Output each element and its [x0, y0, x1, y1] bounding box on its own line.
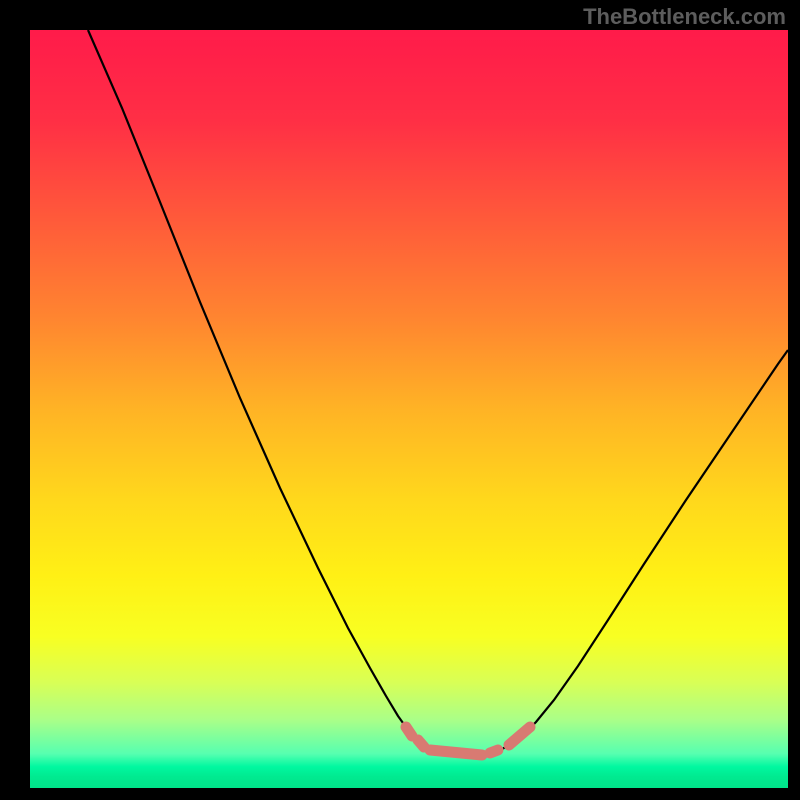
marker-segment	[430, 750, 482, 755]
marker-segment	[406, 727, 412, 736]
gradient-background	[30, 30, 788, 788]
marker-segment	[490, 750, 498, 753]
marker-segment	[418, 740, 424, 747]
chart-svg	[30, 30, 788, 788]
chart-frame	[30, 30, 788, 788]
watermark-text: TheBottleneck.com	[583, 4, 786, 30]
plot-area	[30, 30, 788, 788]
